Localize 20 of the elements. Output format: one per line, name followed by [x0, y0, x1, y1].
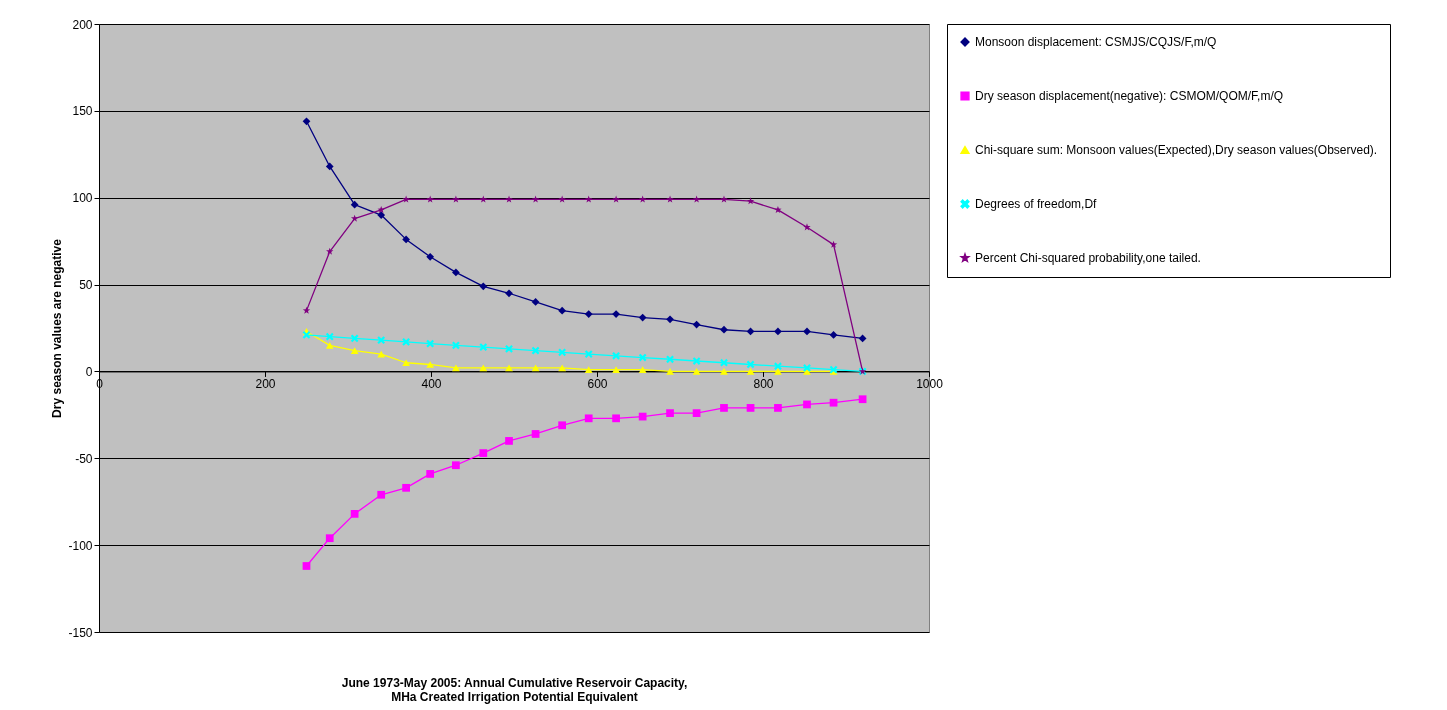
- y-tick-label: 50: [79, 278, 93, 293]
- y-tick-label: 200: [72, 17, 93, 32]
- legend-label: Degrees of freedom,Df: [975, 197, 1098, 211]
- y-tick-label: 150: [72, 104, 93, 119]
- y-tick-label: -100: [68, 538, 93, 553]
- x-tick-label: 600: [587, 376, 608, 391]
- y-tick-label: 100: [72, 191, 93, 206]
- y-tick-label: -50: [75, 451, 93, 466]
- legend-label: Monsoon displacement: CSMJS/CQJS/F,m/Q: [975, 35, 1217, 49]
- legend-label: Dry season displacement(negative): CSMOM/QOM/F,m/Q: [975, 89, 1284, 103]
- x-tick-label: 400: [421, 376, 442, 391]
- x-tick-label: 1000: [916, 376, 944, 391]
- legend-label: Percent Chi-squared probability,one tailed.: [975, 251, 1201, 265]
- x-axis-title: June 1973-May 2005: Annual Cumulative Reservoir Capacity, MHa Created Irrigation Potential Equivalent: [341, 675, 688, 704]
- y-tick-label: -150: [68, 625, 93, 640]
- y-tick-label: 0: [85, 364, 93, 379]
- legend-label: Chi-square sum: Monsoon values(Expected),Dry season values(Observed).: [975, 143, 1378, 157]
- x-tick-label: 800: [753, 376, 774, 391]
- x-tick-label: 200: [255, 376, 276, 391]
- y-axis-title: Dry season values are negative: [50, 238, 65, 418]
